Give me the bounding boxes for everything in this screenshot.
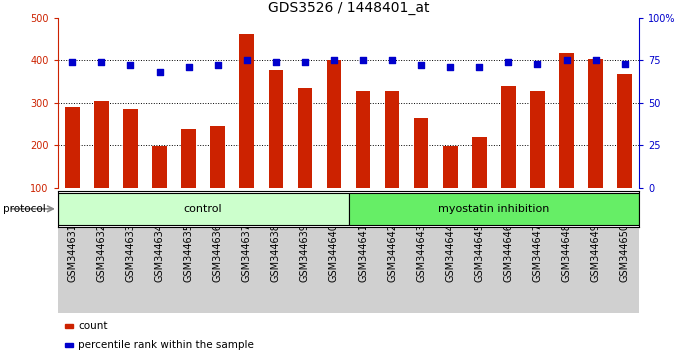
Text: GSM344646: GSM344646 (503, 223, 513, 282)
Text: GSM344649: GSM344649 (591, 223, 600, 282)
Bar (123, 109, 138, 188)
Text: GSM344639: GSM344639 (300, 223, 310, 282)
Bar (356, 91, 371, 188)
Title: GDS3526 / 1448401_at: GDS3526 / 1448401_at (268, 1, 429, 15)
Bar (298, 88, 312, 188)
Text: myostatin inhibition: myostatin inhibition (438, 204, 549, 214)
Point (445, 64, 456, 70)
Text: GSM344648: GSM344648 (562, 223, 571, 282)
Point (387, 57, 398, 63)
Text: GSM344647: GSM344647 (532, 223, 543, 282)
Point (125, 62, 136, 68)
Text: GSM344645: GSM344645 (475, 223, 484, 282)
Bar (94, 101, 109, 188)
Point (271, 59, 282, 65)
Point (415, 62, 426, 68)
Text: protocol: protocol (3, 204, 46, 214)
Point (358, 57, 369, 63)
Point (590, 57, 601, 63)
Bar (530, 91, 545, 188)
Text: GSM344650: GSM344650 (619, 223, 630, 282)
Point (532, 61, 543, 67)
Bar (385, 91, 399, 188)
Bar (182, 129, 196, 188)
Bar (348, 193, 639, 225)
Bar (152, 147, 167, 188)
Bar (501, 86, 515, 188)
Text: percentile rank within the sample: percentile rank within the sample (78, 340, 254, 350)
Point (503, 59, 514, 65)
Bar (617, 74, 632, 188)
Bar (326, 60, 341, 188)
Point (328, 57, 339, 63)
Bar (210, 126, 225, 188)
Point (299, 59, 310, 65)
Text: count: count (78, 321, 107, 331)
Text: GSM344635: GSM344635 (184, 223, 194, 282)
Text: control: control (184, 204, 222, 214)
Point (96, 59, 107, 65)
Point (619, 61, 630, 67)
Bar (65, 107, 80, 188)
Point (474, 64, 485, 70)
Point (212, 62, 223, 68)
Bar (443, 147, 458, 188)
Text: GSM344636: GSM344636 (213, 223, 222, 282)
Text: GSM344644: GSM344644 (445, 223, 455, 282)
Point (183, 64, 194, 70)
Bar (239, 34, 254, 188)
Bar (472, 137, 487, 188)
Point (561, 57, 572, 63)
Text: GSM344640: GSM344640 (329, 223, 339, 282)
Text: GSM344634: GSM344634 (154, 223, 165, 282)
Text: GSM344632: GSM344632 (97, 223, 106, 282)
Text: GSM344638: GSM344638 (271, 223, 281, 282)
Bar (58, 193, 348, 225)
Text: GSM344631: GSM344631 (67, 223, 78, 282)
Point (67, 59, 78, 65)
Text: GSM344643: GSM344643 (416, 223, 426, 282)
Text: GSM344641: GSM344641 (358, 223, 368, 282)
Text: GSM344633: GSM344633 (126, 223, 135, 282)
Text: GSM344637: GSM344637 (242, 223, 252, 282)
Bar (269, 69, 283, 188)
Bar (559, 52, 574, 188)
Bar (588, 59, 603, 188)
Point (154, 69, 165, 75)
Point (241, 57, 252, 63)
Bar (414, 118, 428, 188)
Text: GSM344642: GSM344642 (387, 223, 397, 282)
